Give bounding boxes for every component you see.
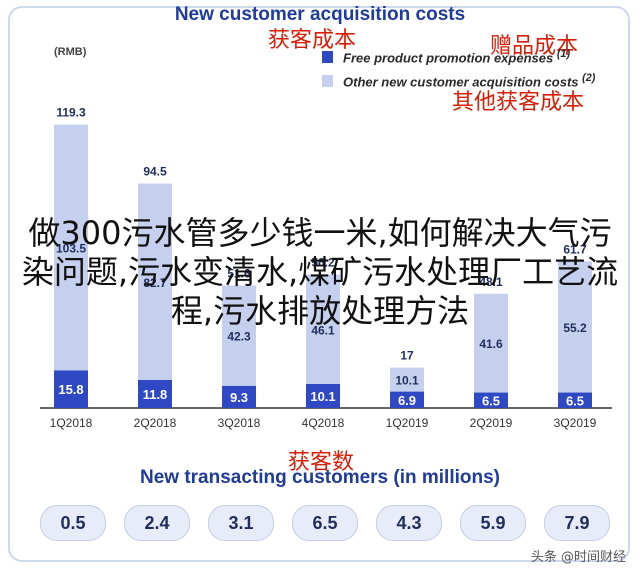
data-label-other-costs: 41.6 <box>479 337 503 351</box>
customer-count-pill: 7.9 <box>544 505 610 541</box>
data-label-total: 119.3 <box>56 106 86 120</box>
data-label-other-costs: 42.3 <box>227 330 251 344</box>
overlay-text: 做300污水管多少钱一米,如何解决大气污染问题,污水变清水,煤矿污水处理厂工艺流… <box>21 214 619 330</box>
unit-label: (RMB) <box>54 46 87 58</box>
data-label-total: 94.5 <box>143 165 167 179</box>
watermark: 头条 @时间财经 <box>530 550 626 565</box>
cn-label-customers: 获客数 <box>288 450 355 475</box>
legend-swatch <box>322 75 333 88</box>
bar-free-product <box>558 392 592 408</box>
legend-label: Other new customer acquisition costs <box>343 74 579 90</box>
customer-count-pill: 0.5 <box>40 505 106 541</box>
customer-count-pill: 2.4 <box>124 505 190 541</box>
data-label-other-costs: 55.2 <box>563 321 587 335</box>
bar-other-costs <box>306 274 340 385</box>
data-label-free-product: 11.8 <box>143 387 168 402</box>
bar-other-costs <box>558 261 592 393</box>
data-label-total: 48.1 <box>479 275 503 289</box>
legend-item-free-product: Free product promotion expenses (1) <box>322 48 570 65</box>
customer-pills: 0.5 2.4 3.1 6.5 4.3 5.9 7.9 <box>40 505 610 541</box>
legend-note: (1) <box>556 48 571 60</box>
legend-label: Free product promotion expenses <box>343 50 554 66</box>
bar-free-product <box>474 392 508 408</box>
x-tick-label: 2Q2019 <box>470 416 513 430</box>
bar-other-costs <box>474 293 508 393</box>
customer-count-pill: 5.9 <box>460 505 526 541</box>
bar-other-costs <box>54 124 88 371</box>
data-label-free-product: 6.5 <box>566 393 584 408</box>
customer-count-pill: 3.1 <box>208 505 274 541</box>
data-label-total: 56.2 <box>311 256 335 270</box>
x-tick-label: 2Q2018 <box>134 416 177 430</box>
x-tick-label: 3Q2019 <box>554 416 597 430</box>
legend-swatch <box>322 51 333 64</box>
data-label-free-product: 6.9 <box>398 393 416 408</box>
bar-chart: 15.8 103.5 119.3 1Q2018 11.8 82.7 94.5 2Q2018 9.… <box>40 106 612 430</box>
customers-title: New transacting customers (in millions) <box>139 467 501 488</box>
bar-free-product <box>390 391 424 408</box>
data-label-free-product: 10.1 <box>310 389 335 404</box>
legend-item-other-costs: Other new customer acquisition costs (2) <box>322 72 595 89</box>
cn-label-gift-cost: 赠品成本 <box>490 34 579 59</box>
data-label-free-product: 15.8 <box>58 382 83 397</box>
chart-frame <box>8 6 630 562</box>
bar-other-costs <box>390 367 424 392</box>
bar-other-costs <box>222 285 256 386</box>
data-label-free-product: 6.5 <box>482 393 500 408</box>
data-label-other-costs: 10.1 <box>395 374 419 388</box>
data-label-total: 61.7 <box>563 242 587 256</box>
customer-count-pill: 4.3 <box>376 505 442 541</box>
data-label-other-costs: 82.7 <box>143 276 167 290</box>
data-label-total: 17 <box>400 349 414 363</box>
chart-title: New customer acquisition costs <box>174 4 466 25</box>
cn-label-other-cost: 其他获客成本 <box>452 90 585 115</box>
cn-label-acquisition-cost: 获客成本 <box>268 28 357 53</box>
x-tick-label: 4Q2018 <box>302 416 345 430</box>
legend-note: (2) <box>582 72 596 84</box>
bar-free-product <box>306 384 340 408</box>
x-tick-label: 3Q2018 <box>218 416 261 430</box>
x-tick-label: 1Q2018 <box>50 416 93 430</box>
bar-free-product <box>222 385 256 408</box>
data-label-total: 51.6 <box>227 266 251 280</box>
bar-free-product <box>138 379 172 408</box>
bar-free-product <box>54 370 88 408</box>
data-label-free-product: 9.3 <box>230 390 248 405</box>
customer-count-pill: 6.5 <box>292 505 358 541</box>
data-label-other-costs: 103.5 <box>56 242 86 256</box>
bar-other-costs <box>138 183 172 380</box>
data-label-other-costs: 46.1 <box>311 323 335 337</box>
x-tick-label: 1Q2019 <box>386 416 429 430</box>
